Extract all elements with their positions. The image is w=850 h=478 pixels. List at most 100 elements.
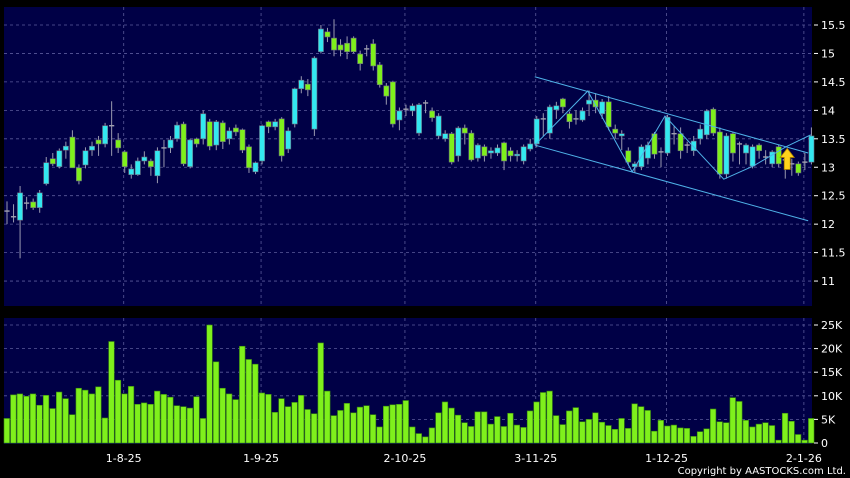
candlestick xyxy=(775,144,782,168)
candle-body xyxy=(605,101,612,128)
volume-bar xyxy=(631,403,638,444)
candlestick xyxy=(802,153,808,171)
candlestick xyxy=(455,126,462,162)
candle-body xyxy=(285,130,292,150)
candle-body xyxy=(174,124,180,140)
candle-body xyxy=(304,83,311,91)
candlestick xyxy=(723,133,730,179)
volume-bar xyxy=(664,425,671,444)
volume-bar xyxy=(82,389,89,444)
volume-bar xyxy=(795,434,802,444)
volume-bar xyxy=(533,401,540,444)
candlestick xyxy=(226,127,233,145)
candlestick xyxy=(488,147,494,159)
candle-body xyxy=(743,144,749,154)
candlestick xyxy=(586,90,592,117)
volume-bar xyxy=(219,387,226,444)
candle-body xyxy=(115,139,122,149)
candlestick xyxy=(364,44,370,57)
volume-tick-label: 15K xyxy=(821,366,843,379)
candle-body xyxy=(30,201,37,208)
candlestick xyxy=(36,190,43,213)
volume-bar xyxy=(729,397,736,444)
candlestick xyxy=(769,150,776,168)
candlestick xyxy=(49,153,56,167)
candle-body xyxy=(730,133,736,154)
candle-body xyxy=(350,37,357,53)
volume-bar xyxy=(311,413,318,444)
volume-bar xyxy=(422,436,429,444)
candlestick xyxy=(808,127,815,165)
candle-body xyxy=(376,64,383,86)
candle-body xyxy=(239,129,246,151)
candlestick xyxy=(409,103,416,117)
candle-body xyxy=(62,145,69,151)
volume-tick-label: 10K xyxy=(821,390,843,403)
candle-body xyxy=(167,139,174,149)
volume-bar xyxy=(245,359,252,444)
candlestick xyxy=(690,135,697,156)
volume-bar xyxy=(559,424,566,444)
volume-bar xyxy=(638,406,645,444)
candlestick xyxy=(416,102,422,136)
volume-bar xyxy=(755,423,762,444)
candlestick xyxy=(763,150,769,165)
volume-bar xyxy=(88,393,95,444)
volume-bar xyxy=(337,410,344,444)
volume-bar xyxy=(461,422,468,444)
volume-bar xyxy=(16,393,23,444)
candlestick xyxy=(4,201,10,225)
candlestick xyxy=(573,110,579,125)
volume-bar xyxy=(239,345,246,444)
candle-body xyxy=(677,133,684,152)
price-tick-label: 11.5 xyxy=(821,247,846,260)
volume-bar xyxy=(317,342,324,444)
price-tick-label: 15.5 xyxy=(821,19,846,32)
candlestick xyxy=(736,141,743,165)
volume-bar xyxy=(618,418,625,444)
volume-bar xyxy=(121,393,128,444)
volume-bar xyxy=(546,390,553,444)
candlestick xyxy=(383,83,390,105)
candlestick xyxy=(331,19,337,57)
volume-bar xyxy=(69,414,76,444)
candle-body xyxy=(95,139,102,145)
candle-body xyxy=(121,151,128,167)
candlestick xyxy=(259,124,265,165)
volume-bar xyxy=(23,395,30,444)
volume-bar xyxy=(723,422,730,444)
candlestick xyxy=(344,36,350,60)
candle-body xyxy=(311,57,318,130)
volume-bar xyxy=(350,412,357,444)
candle-body xyxy=(259,125,265,162)
candlestick xyxy=(461,124,468,145)
candlestick xyxy=(147,158,154,176)
candlestick xyxy=(658,147,664,168)
candlestick xyxy=(239,128,246,154)
volume-bar xyxy=(343,403,350,444)
volume-bar xyxy=(36,404,43,444)
candlestick xyxy=(324,27,331,43)
volume-bar xyxy=(520,427,527,444)
candle-body xyxy=(49,158,56,165)
price-tick-label: 12.5 xyxy=(821,190,846,203)
volume-bar xyxy=(801,439,808,444)
candle-body xyxy=(43,162,50,185)
candle-body xyxy=(200,113,207,140)
volume-bar xyxy=(186,407,194,444)
volume-bar xyxy=(42,395,50,444)
volume-bar xyxy=(415,433,422,444)
candlestick xyxy=(743,143,749,165)
candlestick xyxy=(272,118,279,131)
volume-bar xyxy=(324,390,331,444)
candle-body xyxy=(703,110,710,136)
candlestick xyxy=(56,148,63,169)
candle-body xyxy=(488,150,494,154)
candle-body xyxy=(461,127,468,134)
candlestick xyxy=(435,113,442,139)
candlestick xyxy=(599,98,606,119)
candle-body xyxy=(344,42,350,53)
candle-body xyxy=(357,53,364,64)
candle-body xyxy=(625,150,632,163)
